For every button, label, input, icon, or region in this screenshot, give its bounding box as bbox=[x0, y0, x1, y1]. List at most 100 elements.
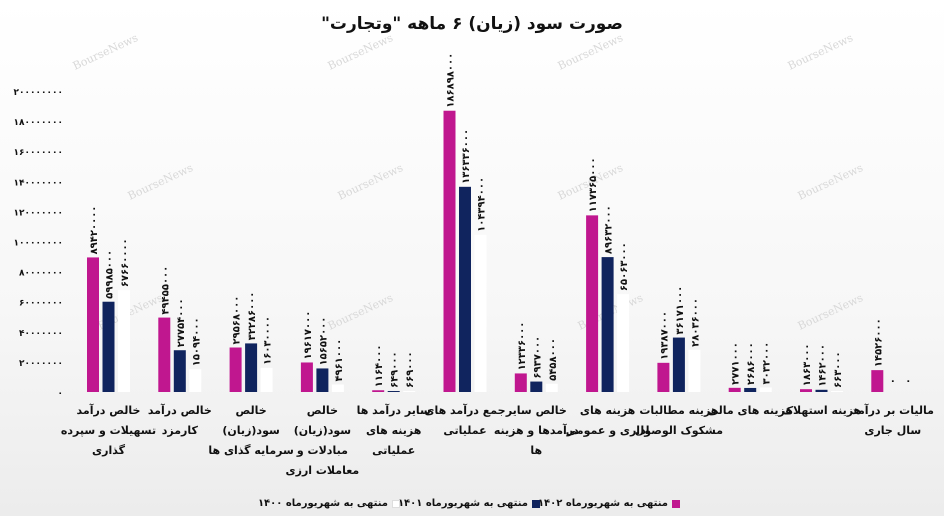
x-category-label: مبادلات و bbox=[296, 444, 348, 457]
data-label: ۴۹۴۵۵۰۰۰ bbox=[160, 266, 171, 315]
bar bbox=[657, 362, 670, 392]
bar bbox=[260, 367, 273, 392]
chart-title: صورت سود (زیان) ۶ ماهه "وتجارت" bbox=[321, 14, 623, 34]
data-label: ۱۶۰۳۰۰۰۰ bbox=[263, 316, 274, 365]
watermark: BourseNews bbox=[336, 161, 406, 203]
x-category-label: هزینه استهلاک bbox=[782, 404, 862, 417]
x-category-label: هزینه مطالبات bbox=[639, 404, 718, 417]
y-tick-label: ۶۰۰۰۰۰۰۰ bbox=[19, 299, 63, 309]
data-label: ۱۸۶۳۰۰۰ bbox=[802, 343, 813, 386]
x-category-label: خالص سایر bbox=[505, 404, 567, 417]
data-label: ۳۲۲۸۶۰۰۰ bbox=[247, 292, 258, 341]
bar bbox=[514, 373, 527, 392]
legend-swatch-1400 bbox=[392, 499, 400, 508]
data-label: ۱۲۳۳۶۰۰۰ bbox=[517, 322, 528, 371]
data-label: ۱۱۷۳۶۵۰۰۰ bbox=[588, 157, 599, 212]
bar bbox=[158, 317, 171, 392]
y-tick-label: ۲۰۰۰۰۰۰۰ bbox=[19, 359, 63, 369]
y-tick-label: ۸۰۰۰۰۰۰۰ bbox=[19, 269, 63, 279]
x-category-label: معاملات ارزی bbox=[286, 464, 360, 477]
x-category-label: کارمزد bbox=[162, 424, 199, 437]
x-category-label: تسهیلات و سپرده bbox=[61, 424, 156, 437]
watermark: BourseNews bbox=[796, 291, 866, 333]
legend-swatch-1402 bbox=[672, 499, 680, 508]
x-category-label: عملیاتی bbox=[443, 424, 486, 437]
data-label: ۶۵۰۶۳۰۰۰ bbox=[619, 242, 630, 291]
watermark: BourseNews bbox=[786, 31, 856, 73]
data-label: ۶۶۹۰۰۰ bbox=[405, 351, 416, 388]
bar bbox=[372, 390, 385, 392]
bar bbox=[245, 343, 258, 392]
data-label: ۲۸۰۳۶۰۰۰ bbox=[690, 298, 701, 347]
bar bbox=[229, 347, 242, 392]
data-label: ۲۷۷۱۰۰۰ bbox=[731, 342, 742, 385]
bar bbox=[728, 387, 741, 392]
y-tick-label: ۱۸۰۰۰۰۰۰۰ bbox=[14, 118, 63, 128]
bar bbox=[189, 369, 202, 392]
bar bbox=[617, 294, 630, 392]
data-label: ۲۶۸۶۰۰۰ bbox=[746, 342, 757, 385]
data-label: ۵۴۵۸۰۰۰ bbox=[548, 338, 559, 381]
watermark: BourseNews bbox=[71, 31, 141, 73]
watermark: BourseNews bbox=[556, 31, 626, 73]
data-label: ۱۸۶۸۹۸۰۰۰ bbox=[446, 53, 457, 108]
bar bbox=[118, 290, 130, 392]
x-category-label: خالص درآمد bbox=[148, 403, 212, 417]
x-category-label: سال جاری bbox=[864, 424, 921, 437]
bar bbox=[672, 337, 685, 392]
data-label: ۳۶۱۷۱۰۰۰ bbox=[675, 286, 686, 335]
data-label: ۴۹۶۱۰۰۰ bbox=[334, 339, 345, 382]
data-label: ۱۵۶۵۲۰۰۰ bbox=[318, 317, 329, 366]
data-label: ۲۹۵۶۸۰۰۰ bbox=[232, 296, 243, 345]
data-label: ۶۹۳۷۰۰۰ bbox=[532, 336, 543, 379]
bar bbox=[87, 257, 99, 392]
legend-item-1402: منتهی به شهریورماه ۱۴۰۲ bbox=[538, 498, 680, 509]
data-label: ۵۹۹۸۵۰۰۰ bbox=[105, 250, 116, 299]
x-category-label: اداری و عمومی bbox=[566, 424, 650, 437]
legend-label-1400: منتهی به شهریورماه ۱۴۰۰ bbox=[257, 498, 388, 509]
y-tick-label: ۱۰۰۰۰۰۰۰۰ bbox=[14, 239, 63, 249]
data-label: ۱۴۵۲۶۰۰۰ bbox=[873, 318, 884, 367]
data-label: ۲۷۷۵۴۰۰۰ bbox=[176, 298, 187, 347]
legend-label-1401: منتهی به شهریورماه ۱۴۰۱ bbox=[397, 498, 528, 509]
y-tick-label: ۲۰۰۰۰۰۰۰۰ bbox=[14, 88, 63, 98]
bar bbox=[759, 387, 772, 392]
x-category-label: جمع درآمد های bbox=[424, 403, 505, 417]
data-label: ۱۹۳۸۷۰۰۰ bbox=[659, 311, 670, 360]
y-tick-label: ۱۶۰۰۰۰۰۰۰ bbox=[14, 148, 63, 158]
data-label: ۱۴۶۲۰۰۰ bbox=[818, 344, 829, 387]
bar bbox=[831, 391, 843, 392]
x-category-label: هزینه های bbox=[366, 424, 421, 437]
bar bbox=[102, 301, 115, 392]
legend-swatch-1401 bbox=[532, 499, 540, 508]
bar bbox=[530, 381, 543, 392]
x-category-label: هزینه های bbox=[580, 404, 635, 417]
bar bbox=[173, 350, 186, 392]
bar bbox=[815, 389, 828, 392]
legend-label-1402: منتهی به شهریورماه ۱۴۰۲ bbox=[537, 498, 668, 509]
x-category-label: مشکوک الوصول bbox=[635, 424, 723, 437]
bar bbox=[744, 387, 757, 392]
data-label: ۸۹۶۳۲۰۰۰ bbox=[604, 205, 615, 254]
bar bbox=[545, 383, 558, 392]
watermark: BourseNews bbox=[326, 31, 396, 73]
x-category-label: عملیاتی bbox=[372, 444, 415, 457]
data-label: ۱۱۶۴۰۰۰ bbox=[374, 345, 385, 388]
data-label: ۸۹۴۲۰۰۰۰ bbox=[89, 206, 100, 255]
data-label: ۶۶۳۰۰۰ bbox=[833, 351, 844, 388]
y-tick-label: ۱۴۰۰۰۰۰۰۰ bbox=[14, 178, 63, 188]
bar bbox=[871, 370, 884, 392]
data-label: ۱۹۶۱۷۰۰۰ bbox=[303, 311, 314, 360]
y-tick-label: ۰ bbox=[58, 389, 64, 399]
chart-legend: منتهی به شهریورماه ۱۴۰۲ منتهی به شهریورم… bbox=[258, 498, 680, 514]
watermark: BourseNews bbox=[326, 291, 396, 333]
bar bbox=[387, 391, 400, 392]
watermark: BourseNews bbox=[796, 161, 866, 203]
x-category-label: سود(زیان) bbox=[294, 424, 351, 437]
bar bbox=[688, 349, 701, 392]
bar bbox=[459, 186, 471, 392]
data-label: ۱۰۴۳۹۴۰۰۰ bbox=[477, 177, 488, 232]
x-category-label: سایر درآمد ها bbox=[357, 403, 431, 417]
x-category-label: مالیات بر درآمد bbox=[852, 403, 934, 417]
x-category-label: درآمدها و هزینه bbox=[494, 423, 579, 437]
